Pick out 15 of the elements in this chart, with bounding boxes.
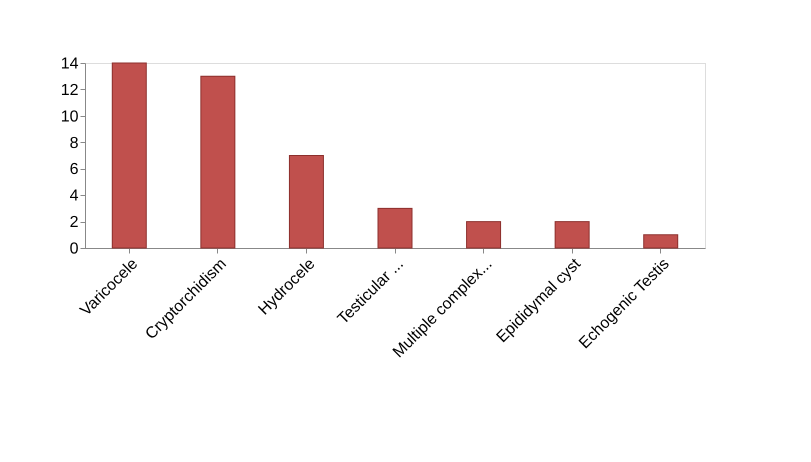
y-tick-label: 2 — [70, 214, 79, 232]
bar — [200, 76, 236, 248]
bar — [643, 234, 678, 248]
bar — [288, 155, 324, 248]
bar — [112, 62, 147, 248]
y-tick-label: 12 — [60, 82, 79, 99]
y-tick-label: 6 — [70, 161, 79, 178]
y-tick-label: 4 — [70, 188, 79, 205]
bar — [378, 208, 412, 248]
y-tick-label: 8 — [70, 134, 79, 152]
y-tick-label: 0 — [70, 240, 79, 258]
bar — [466, 221, 502, 248]
y-tick-label: 14 — [60, 56, 79, 72]
y-tick-label: 10 — [60, 108, 79, 126]
bar — [554, 221, 590, 248]
